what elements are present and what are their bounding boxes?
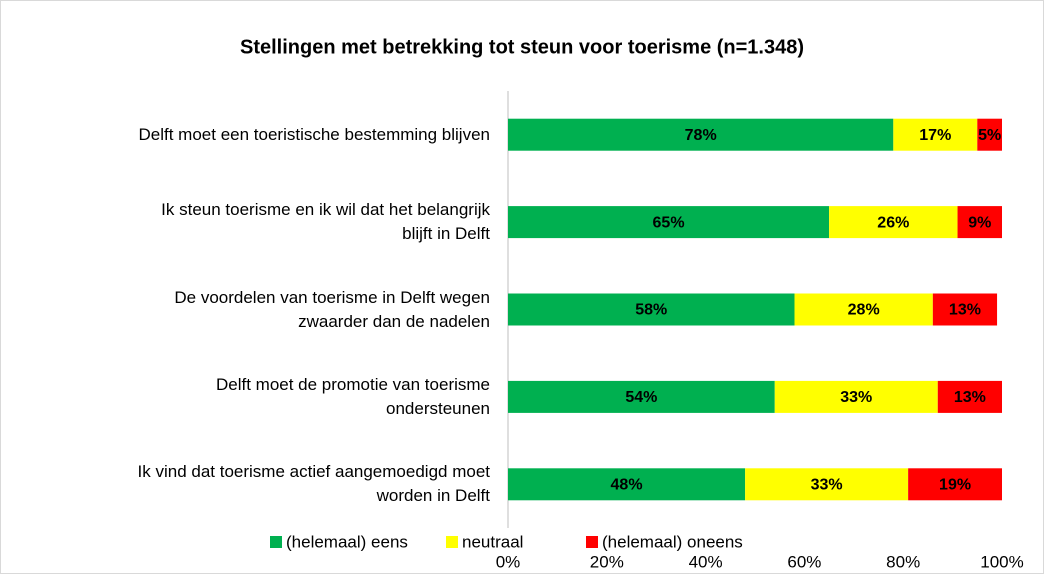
bar-segment (508, 118, 894, 151)
x-tick-label: 100% (980, 552, 1023, 571)
bar-segment (508, 293, 795, 326)
data-label: 65% (653, 214, 685, 231)
data-label: 33% (840, 389, 872, 406)
legend-swatch (586, 536, 598, 548)
data-label: 19% (939, 477, 971, 494)
data-label: 48% (611, 477, 643, 494)
legend-swatch (270, 536, 282, 548)
bar-segment (508, 468, 746, 501)
y-tick-label: Ik vind dat toerisme actief aangemoedigd… (137, 462, 490, 506)
x-tick-label: 80% (886, 552, 920, 571)
bar-segment (508, 380, 775, 413)
bar-segment (745, 468, 909, 501)
bar-segment (774, 380, 938, 413)
data-label: 5% (978, 127, 1001, 144)
data-label: 78% (685, 127, 717, 144)
legend-label: (helemaal) eens (286, 532, 408, 551)
data-label: 17% (919, 127, 951, 144)
data-label: 58% (635, 302, 667, 319)
bar-segment (908, 468, 1002, 501)
bar-segment (937, 380, 1002, 413)
x-tick-label: 20% (590, 552, 624, 571)
bar-segment (508, 206, 830, 239)
data-label: 54% (625, 389, 657, 406)
data-label: 13% (949, 302, 981, 319)
data-label: 28% (848, 302, 880, 319)
bar-segment (977, 118, 1002, 151)
data-label: 13% (954, 389, 986, 406)
data-label: 33% (811, 477, 843, 494)
x-tick-label: 60% (787, 552, 821, 571)
legend-label: (helemaal) oneens (602, 532, 743, 551)
y-tick-label: Ik steun toerisme en ik wil dat het bela… (161, 200, 490, 244)
y-tick-label: Delft moet een toeristische bestemming b… (138, 124, 491, 144)
chart-title: Stellingen met betrekking tot steun voor… (240, 36, 804, 58)
data-label: 9% (968, 214, 991, 231)
x-tick-label: 0% (496, 552, 521, 571)
legend-swatch (446, 536, 458, 548)
y-tick-label: De voordelen van toerisme in Delft wegen… (174, 287, 490, 331)
bar-segment (893, 118, 978, 151)
data-label: 26% (877, 214, 909, 231)
legend-label: neutraal (462, 532, 523, 551)
y-tick-label: Delft moet de promotie van toerisme onde… (215, 374, 490, 418)
bar-segment (932, 293, 998, 326)
bar-segment (957, 206, 1002, 239)
bar-segment (794, 293, 933, 326)
bar-segment (829, 206, 958, 239)
x-tick-label: 40% (689, 552, 723, 571)
